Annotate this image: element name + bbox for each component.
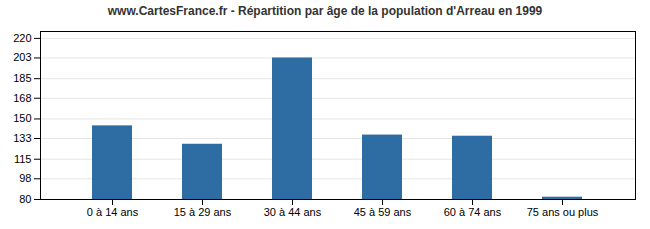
svg-text:98: 98 [19, 172, 31, 184]
svg-text:168: 168 [13, 92, 31, 104]
svg-text:15 à 29 ans: 15 à 29 ans [174, 206, 232, 218]
svg-text:80: 80 [19, 193, 31, 205]
svg-text:45 à 59 ans: 45 à 59 ans [354, 206, 412, 218]
svg-text:30 à 44 ans: 30 à 44 ans [264, 206, 322, 218]
svg-text:75 ans ou plus: 75 ans ou plus [527, 206, 599, 218]
svg-text:60 à 74 ans: 60 à 74 ans [444, 206, 502, 218]
svg-text:0 à 14 ans: 0 à 14 ans [87, 206, 139, 218]
svg-text:133: 133 [13, 132, 31, 144]
svg-text:115: 115 [14, 153, 32, 165]
svg-text:220: 220 [13, 32, 31, 44]
svg-text:203: 203 [13, 51, 31, 63]
svg-text:185: 185 [13, 72, 31, 84]
html-text:www.CartesFrance.fr - Répartit: www.CartesFrance.fr - Répartition par âg… [107, 4, 543, 18]
svg-text:150: 150 [13, 112, 31, 124]
